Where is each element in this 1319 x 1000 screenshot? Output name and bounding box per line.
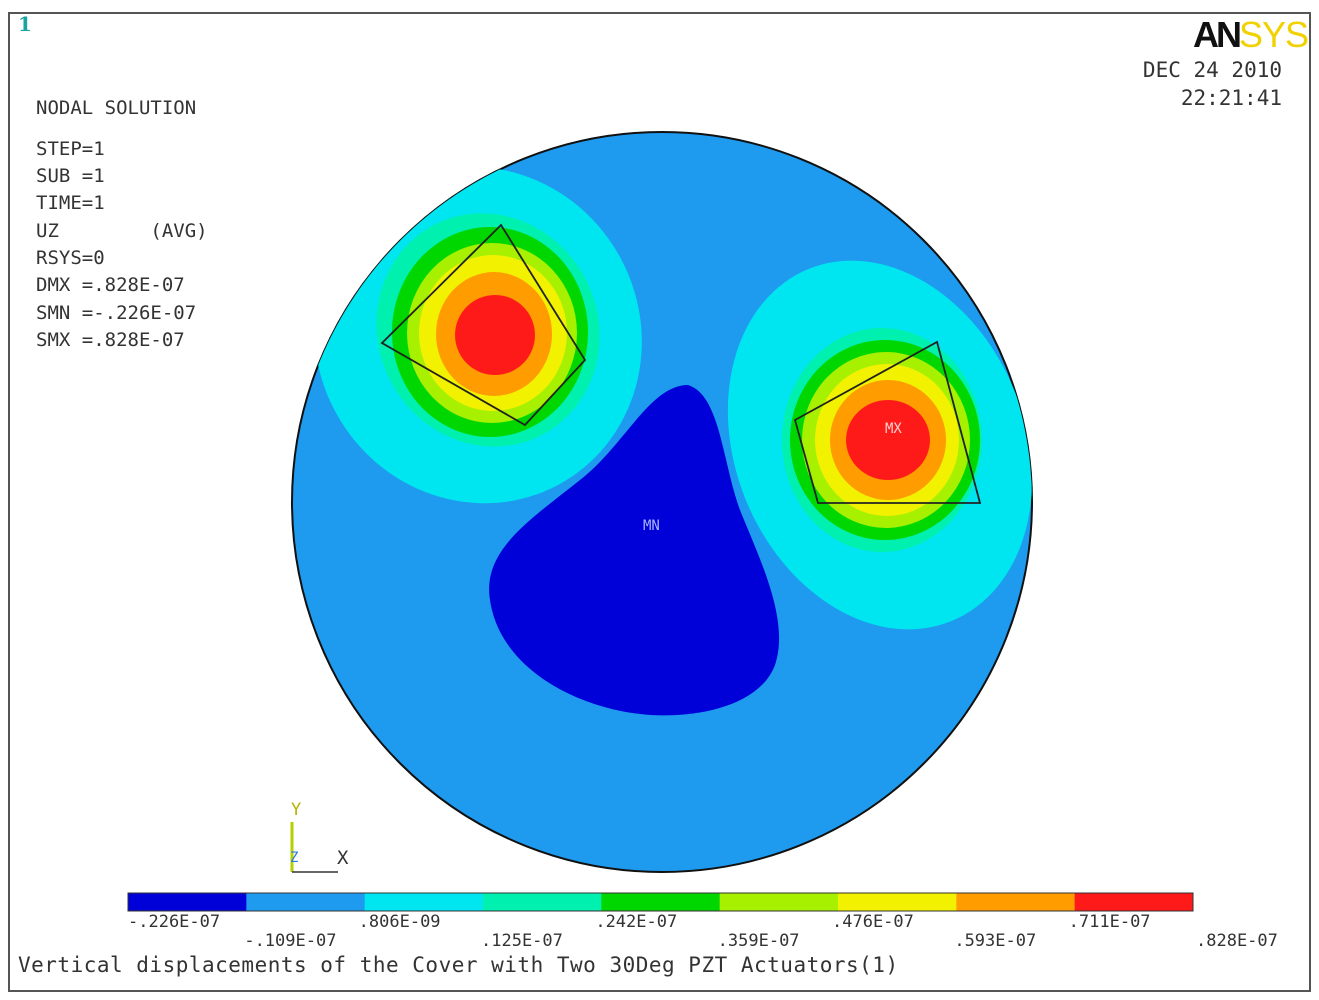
legend-label-bottom: .828E-07 <box>1196 931 1278 951</box>
legend-label-top: -.226E-07 <box>128 912 221 932</box>
legend-swatch <box>838 893 957 911</box>
left-lobe <box>314 166 642 504</box>
color-legend <box>127 892 1194 912</box>
plot-caption: Vertical displacements of the Cover with… <box>18 953 899 977</box>
min-region <box>489 385 780 716</box>
info-line: TIME=1 <box>36 192 105 215</box>
coordinate-triad <box>290 822 338 873</box>
legend-label-top: .806E-09 <box>358 912 441 932</box>
legend-label-bottom: .125E-07 <box>481 931 563 951</box>
min-marker: MN <box>643 518 660 534</box>
contour-bands <box>314 166 1032 716</box>
logo-an: AN <box>1193 14 1242 55</box>
legend-label-bottom: .593E-07 <box>954 931 1037 951</box>
info-line: SUB =1 <box>36 165 105 188</box>
legend-swatch <box>364 893 484 911</box>
window-number: 1 <box>18 12 32 36</box>
solution-info-panel: NODAL SOLUTION STEP=1 SUB =1 TIME=1 UZ (A… <box>36 40 208 354</box>
triad-y-label: Y <box>291 800 302 820</box>
left-actuator-outline <box>380 223 587 427</box>
legend-label-bottom: -.109E-07 <box>244 931 337 951</box>
legend-label-bottom: .359E-07 <box>717 931 800 951</box>
info-line: STEP=1 <box>36 137 105 160</box>
legend-swatch <box>246 893 366 911</box>
logo-sys: SYS <box>1239 14 1309 55</box>
date-text: DEC 24 2010 <box>1142 58 1282 82</box>
legend-swatch <box>956 893 1076 911</box>
right-lobe <box>727 260 1032 630</box>
legend-label-top: .476E-07 <box>832 912 914 932</box>
legend-swatch <box>1074 893 1194 911</box>
info-line: SMN =-.226E-07 <box>36 301 197 324</box>
solution-title: NODAL SOLUTION <box>36 96 197 119</box>
legend-outline <box>127 892 1194 912</box>
legend-swatch <box>483 893 602 911</box>
right-actuator-outline <box>793 340 982 504</box>
legend-swatch <box>719 893 839 911</box>
info-line: DMX =.828E-07 <box>36 274 185 297</box>
info-line: SMX =.828E-07 <box>36 328 185 351</box>
ansys-logo: ANSYS <box>1193 14 1309 56</box>
legend-swatch <box>601 893 721 911</box>
info-line: RSYS=0 <box>36 247 105 270</box>
triad-x-label: X <box>337 847 349 869</box>
triad-z-label: Z <box>290 850 299 866</box>
max-marker: MX <box>885 421 902 437</box>
legend-label-top: .711E-07 <box>1068 912 1151 932</box>
time-text: 22:21:41 <box>1180 86 1282 110</box>
info-line: UZ (AVG) <box>36 219 208 242</box>
legend-label-top: .242E-07 <box>595 912 678 932</box>
legend-swatch <box>128 893 247 911</box>
timestamp: DEC 24 2010 22:21:41 <box>1110 56 1282 112</box>
